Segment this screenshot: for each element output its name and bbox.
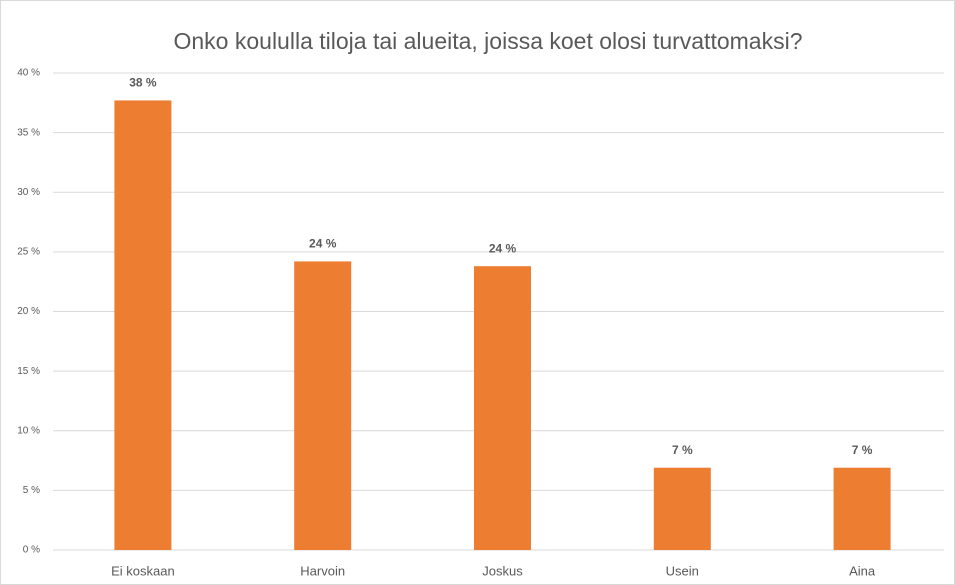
bar: [653, 467, 711, 550]
data-label: 38 %: [129, 76, 157, 90]
data-label: 24 %: [309, 237, 337, 251]
data-label: 24 %: [489, 241, 517, 255]
y-tick-label: 20 %: [17, 306, 40, 317]
bar: [294, 261, 352, 550]
x-tick-label: Ei koskaan: [111, 563, 175, 578]
x-tick-label: Harvoin: [300, 563, 345, 578]
y-tick-label: 30 %: [17, 187, 40, 198]
x-tick-label: Usein: [666, 563, 699, 578]
y-tick-label: 5 %: [23, 485, 40, 496]
y-tick-label: 40 %: [17, 68, 40, 79]
bar: [833, 467, 891, 550]
bar: [474, 266, 531, 550]
data-label: 7 %: [672, 443, 693, 457]
y-tick-label: 25 %: [17, 247, 40, 258]
bar: [114, 100, 172, 551]
data-label: 7 %: [852, 443, 873, 457]
chart-title: Onko koululla tiloja tai alueita, joissa…: [174, 28, 803, 54]
y-tick-label: 10 %: [17, 425, 40, 436]
x-tick-label: Joskus: [482, 563, 523, 578]
y-tick-label: 35 %: [17, 127, 40, 138]
y-tick-label: 15 %: [17, 366, 40, 377]
x-tick-label: Aina: [849, 563, 876, 578]
y-tick-label: 0 %: [23, 545, 40, 556]
